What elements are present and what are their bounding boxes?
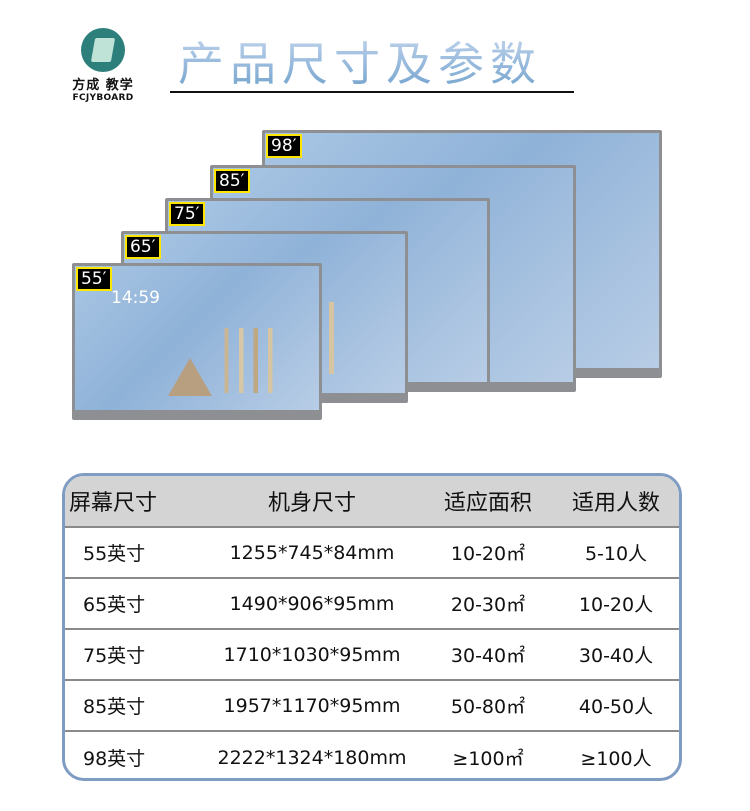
size-label: 75′ <box>169 202 205 226</box>
cell-body-size: 1490*906*95mm <box>229 592 395 615</box>
cell-people: 30-40人 <box>578 645 654 667</box>
flower-book-icon <box>81 28 125 72</box>
cell-screen-size: 65英寸 <box>83 594 146 616</box>
cell-body-size: 1255*745*84mm <box>229 541 395 564</box>
table-header: 屏幕尺寸 机身尺寸 适应面积 适用人数 <box>65 476 679 528</box>
cell-screen-size: 55英寸 <box>83 543 146 565</box>
cell-people: 10-20人 <box>578 594 654 616</box>
logo-name-en: FCJYBOARD <box>72 93 134 103</box>
cell-area: 30-40㎡ <box>450 645 526 667</box>
cell-area: 50-80㎡ <box>450 696 526 718</box>
logo-name-cn: 方成 教学 <box>72 78 134 93</box>
cell-people: ≥100人 <box>580 748 652 770</box>
size-label: 85′ <box>214 169 250 193</box>
cell-body-size: 1957*1170*95mm <box>223 694 401 717</box>
table-row: 98英寸 2222*1324*180mm ≥100㎡ ≥100人 <box>65 732 679 778</box>
cell-body-size: 2222*1324*180mm <box>217 746 407 769</box>
table-row: 65英寸 1490*906*95mm 20-30㎡ 10-20人 <box>65 579 679 630</box>
size-label: 98′ <box>266 134 302 158</box>
cell-screen-size: 85英寸 <box>83 696 146 718</box>
header-area: 适应面积 <box>443 491 532 516</box>
cell-area: 20-30㎡ <box>450 594 526 616</box>
cell-screen-size: 75英寸 <box>83 645 146 667</box>
size-label: 65′ <box>125 235 161 259</box>
header-body-size: 机身尺寸 <box>267 491 356 516</box>
cell-area: 10-20㎡ <box>450 543 526 565</box>
table-row: 75英寸 1710*1030*95mm 30-40㎡ 30-40人 <box>65 630 679 681</box>
cell-body-size: 1710*1030*95mm <box>223 643 401 666</box>
table-row: 55英寸 1255*745*84mm 10-20㎡ 5-10人 <box>65 528 679 579</box>
cell-people: 40-50人 <box>578 696 654 718</box>
screen-55: 14:59 55′ <box>72 263 322 420</box>
size-label: 55′ <box>76 267 112 291</box>
title-underline <box>170 91 574 93</box>
cell-screen-size: 98英寸 <box>83 748 146 770</box>
page-title: 产品尺寸及参数 <box>178 28 542 94</box>
screen-clock: 14:59 <box>111 288 160 308</box>
header-people: 适用人数 <box>571 491 660 516</box>
brand-logo: 方成 教学 FCJYBOARD <box>70 28 136 103</box>
table-row: 85英寸 1957*1170*95mm 50-80㎡ 40-50人 <box>65 681 679 732</box>
spec-table: 屏幕尺寸 机身尺寸 适应面积 适用人数 55英寸 1255*745*84mm 1… <box>62 473 682 781</box>
cell-area: ≥100㎡ <box>452 748 524 770</box>
header-screen-size: 屏幕尺寸 <box>69 491 158 516</box>
cell-people: 5-10人 <box>584 543 648 565</box>
